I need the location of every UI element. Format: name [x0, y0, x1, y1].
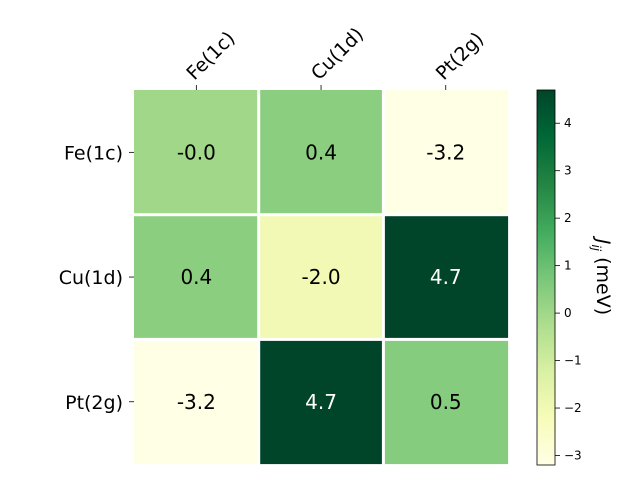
cell-value-label: 0.4	[180, 265, 212, 289]
x-tick-label: Pt(2g)	[432, 28, 488, 84]
heatmap-cell-pt2g-pt2g	[384, 340, 509, 465]
cell-value-label: 0.4	[305, 140, 337, 164]
colorbar-label-symbol: J	[592, 235, 614, 245]
colorbar-label: Jij (meV)	[589, 235, 614, 315]
cell-value-label: 4.7	[430, 265, 462, 289]
cell-value-label: -3.2	[177, 390, 216, 414]
colorbar-label-unit: (meV)	[592, 257, 614, 315]
cell-value-label: -0.0	[177, 140, 216, 164]
colorbar-ticks: −3 −2 −1 0 1 2 3 4	[555, 116, 582, 463]
heatmap-cell-cu1d-fe1c	[134, 216, 258, 338]
cell-value-label: -3.2	[426, 140, 465, 164]
heatmap-cell-cu1d-pt2g	[384, 216, 509, 338]
colorbar-tick-label: 2	[564, 211, 572, 225]
heatmap-cells: -0.0 0.4 -3.2 0.4 -2.0 4.7 -3.2 4.7 0.5	[134, 90, 509, 465]
x-tick-label: Cu(1d)	[307, 24, 368, 85]
colorbar: −3 −2 −1 0 1 2 3 4 Jij (meV)	[536, 89, 614, 466]
colorbar-tick-label: 4	[564, 116, 572, 130]
colorbar-tick-label: −1	[564, 354, 582, 368]
colorbar-tick-label: −3	[564, 449, 582, 463]
colorbar-tick-label: −2	[564, 401, 582, 415]
colorbar-label-subscript: ij	[589, 244, 603, 251]
colorbar-tick-label: 3	[564, 164, 572, 178]
y-axis-ticks: Fe(1c) Cu(1d) Pt(2g)	[59, 142, 134, 414]
x-tick-label: Fe(1c)	[182, 27, 239, 84]
heatmap-cell-pt2g-fe1c	[134, 340, 258, 465]
colorbar-tick-label: 1	[564, 259, 572, 273]
heatmap-cell-pt2g-cu1d	[260, 340, 382, 465]
y-tick-label: Pt(2g)	[65, 392, 123, 414]
x-axis-ticks: Fe(1c) Cu(1d) Pt(2g)	[182, 24, 488, 90]
heatmap-cell-cu1d-cu1d	[260, 216, 382, 338]
cell-value-label: 0.5	[430, 390, 462, 414]
y-tick-label: Fe(1c)	[64, 142, 123, 164]
y-tick-label: Cu(1d)	[59, 267, 123, 289]
colorbar-tick-label: 0	[564, 306, 572, 320]
cell-value-label: 4.7	[305, 390, 337, 414]
cell-value-label: -2.0	[302, 265, 341, 289]
heatmap-cell-fe1c-pt2g	[384, 90, 509, 214]
colorbar-gradient	[536, 89, 556, 466]
heatmap-cell-fe1c-fe1c	[134, 90, 258, 214]
heatmap-cell-fe1c-cu1d	[260, 90, 382, 214]
